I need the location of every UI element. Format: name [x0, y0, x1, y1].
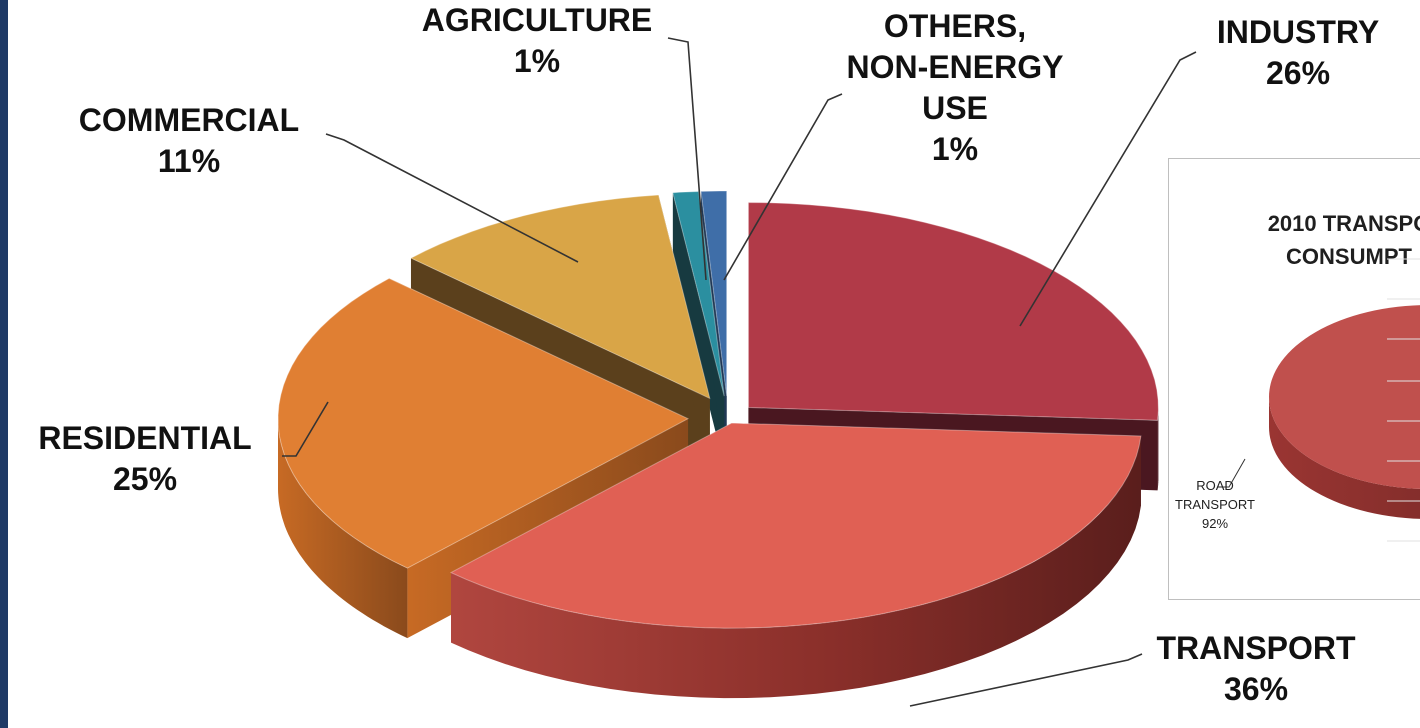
label-residential: RESIDENTIAL 25% [0, 418, 290, 500]
pie-slice-agriculture [672, 190, 725, 397]
pie-slice-residential [277, 277, 690, 569]
label-transport: TRANSPORT 36% [1146, 628, 1366, 710]
inset-pie-side [1269, 397, 1420, 519]
pie-slice-commercial [409, 194, 711, 400]
label-transport-pct: 36% [1223, 670, 1289, 707]
inset-leader-road [1217, 458, 1246, 488]
inset-title-line1: 2010 TRANSPO [1267, 211, 1420, 236]
inset-title-line2: CONSUMPT [1286, 244, 1412, 269]
pie-cut-agriculture-0 [672, 192, 725, 467]
label-industry: INDUSTRY 26% [1198, 12, 1398, 94]
pie-slice-industry [747, 201, 1159, 421]
leader-agriculture [667, 37, 707, 281]
label-others-line1: OTHERS, [883, 8, 1027, 44]
inset-road-line1: ROAD [1196, 478, 1234, 493]
pie-side-residential [278, 418, 408, 639]
label-transport-name: TRANSPORT [1156, 630, 1356, 666]
label-commercial-name: COMMERCIAL [78, 102, 300, 138]
label-others-line2: NON-ENERGY [846, 48, 1064, 85]
label-agriculture-name: AGRICULTURE [421, 2, 653, 38]
label-residential-pct: 25% [112, 460, 178, 497]
label-others: OTHERS, NON-ENERGY USE 1% [820, 6, 1090, 170]
label-residential-name: RESIDENTIAL [38, 420, 252, 456]
inset-road-pct: 92% [1201, 515, 1229, 531]
label-commercial: COMMERCIAL 11% [44, 100, 334, 182]
leader-industry [1019, 51, 1197, 327]
pie-side-industry [1157, 407, 1159, 491]
pie-slice-transport [449, 422, 1142, 629]
label-agriculture-pct: 1% [513, 42, 561, 79]
leader-commercial [325, 133, 579, 263]
left-accent-bar [0, 0, 8, 728]
inset-transport-chart: 2010 TRANSPO CONSUMPT ROAD TRANSP [1168, 158, 1420, 600]
inset-road-line2: TRANSPORT [1175, 496, 1255, 512]
label-industry-name: INDUSTRY [1216, 14, 1380, 50]
leader-others [723, 93, 843, 281]
pie-slice-others-non-energy-use [700, 190, 728, 397]
label-others-pct: 1% [931, 130, 979, 167]
inset-pie [1217, 258, 1420, 542]
label-others-line3: USE [922, 89, 988, 126]
inset-label-road-transport: ROAD TRANSPORT 92% [1175, 477, 1255, 534]
leader-transport [909, 653, 1143, 707]
label-industry-pct: 26% [1265, 54, 1331, 91]
label-agriculture: AGRICULTURE 1% [392, 0, 682, 82]
label-commercial-pct: 11% [157, 142, 221, 179]
pie-side-transport [451, 436, 1141, 699]
leader-residential [282, 401, 329, 457]
inset-chart-title: 2010 TRANSPO CONSUMPT [1199, 207, 1420, 273]
inset-pie-slice-road-transport [1269, 305, 1420, 489]
